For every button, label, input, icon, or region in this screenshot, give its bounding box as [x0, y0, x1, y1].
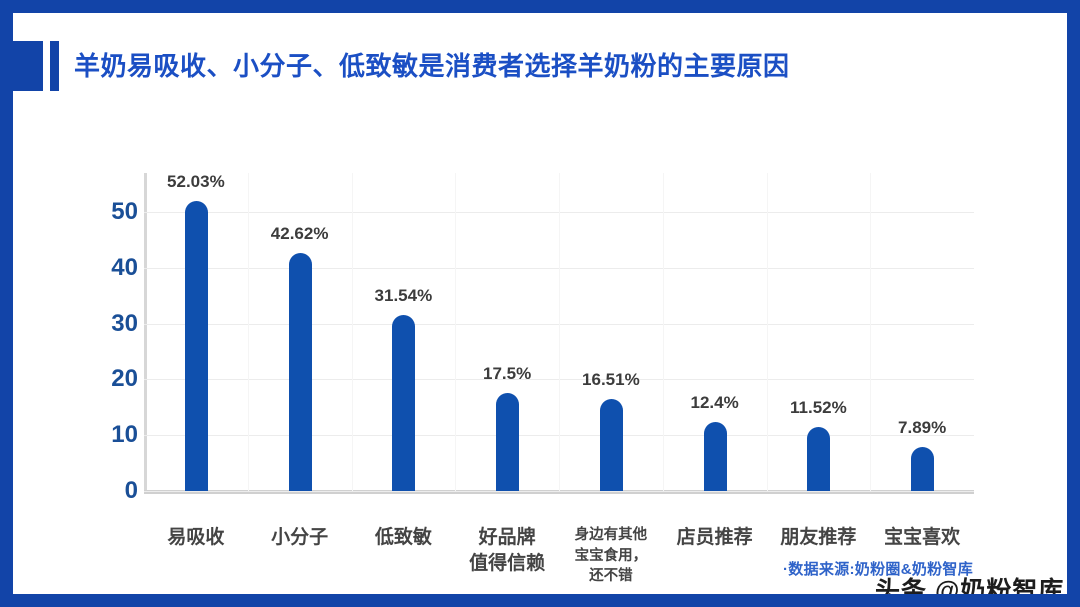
x-axis-category-label: 好品牌 值得信赖 [469, 527, 546, 575]
gridline-vertical [870, 173, 872, 491]
x-axis-category-label: 宝宝喜欢 [884, 527, 961, 548]
gridline-vertical [766, 173, 768, 491]
x-axis-category-label: 朋友推荐 [780, 527, 857, 548]
slide-content-area: 羊奶易吸收、小分子、低致敏是消费者选择羊奶粉的主要原因 0 10 20 30 40 50 … [13, 13, 1067, 594]
watermark: 头条 @奶粉智库 [875, 577, 1065, 605]
bar[interactable] [392, 315, 416, 491]
gridline-horizontal [144, 491, 974, 492]
page-title: 羊奶易吸收、小分子、低致敏是消费者选择羊奶粉的主要原因 [74, 51, 790, 81]
bar[interactable] [807, 426, 831, 491]
bar[interactable] [599, 398, 623, 491]
title-accent-block-wide [13, 41, 43, 91]
x-axis-category-label: 店员推荐 [676, 527, 753, 548]
bar[interactable] [288, 253, 312, 491]
x-axis-line [144, 490, 974, 494]
y-axis-tick-labels: 0 10 20 30 40 50 [100, 173, 138, 503]
x-axis-category-label: 易吸收 [167, 527, 225, 548]
y-axis-tick-label: 40 [111, 253, 138, 281]
bar-value-label: 31.54% [374, 286, 433, 306]
bar-value-label: 12.4% [690, 392, 739, 412]
y-axis-tick-label: 50 [111, 198, 138, 226]
x-axis-category-label: 小分子 [271, 527, 329, 548]
bar-chart: 0 10 20 30 40 50 52.03% 易吸收 42.62% 小分子 31.54% 低致敏 1… [100, 153, 980, 584]
bar[interactable] [184, 200, 208, 491]
y-axis-tick-label: 20 [111, 365, 138, 393]
bar[interactable] [911, 446, 935, 491]
source-note: ·数据来源:奶粉圈&奶粉智库 [783, 561, 974, 578]
gridline-vertical [247, 173, 249, 491]
plot-area: 52.03% 易吸收 42.62% 小分子 31.54% 低致敏 17.5% 好品牌 值得信赖 1… [144, 171, 974, 584]
bar-value-label: 52.03% [167, 171, 225, 191]
y-axis-tick-label: 0 [124, 477, 138, 504]
bar-value-label: 7.89% [898, 417, 947, 437]
bar-value-label: 11.52% [790, 397, 847, 417]
title-accent-gap [43, 41, 50, 91]
bar-value-label: 16.51% [582, 369, 640, 389]
title-row: 羊奶易吸收、小分子、低致敏是消费者选择羊奶粉的主要原因 [13, 40, 790, 92]
y-axis-line [144, 173, 147, 491]
x-axis-category-label: 低致敏 [374, 527, 432, 548]
y-axis-tick-label: 10 [111, 421, 138, 449]
bar-value-label: 17.5% [483, 364, 532, 384]
bar[interactable] [703, 421, 727, 491]
gridline-vertical [455, 173, 457, 491]
title-accent-block-thin [50, 41, 59, 91]
gridline-vertical [662, 173, 664, 491]
x-axis-category-label: 身边有其他 宝宝食用， 还不错 [574, 527, 648, 585]
bar[interactable] [496, 393, 520, 491]
gridline-vertical [351, 173, 353, 491]
y-axis-tick-label: 30 [111, 309, 138, 337]
bar-value-label: 42.62% [270, 224, 329, 244]
gridline-vertical [559, 173, 560, 491]
